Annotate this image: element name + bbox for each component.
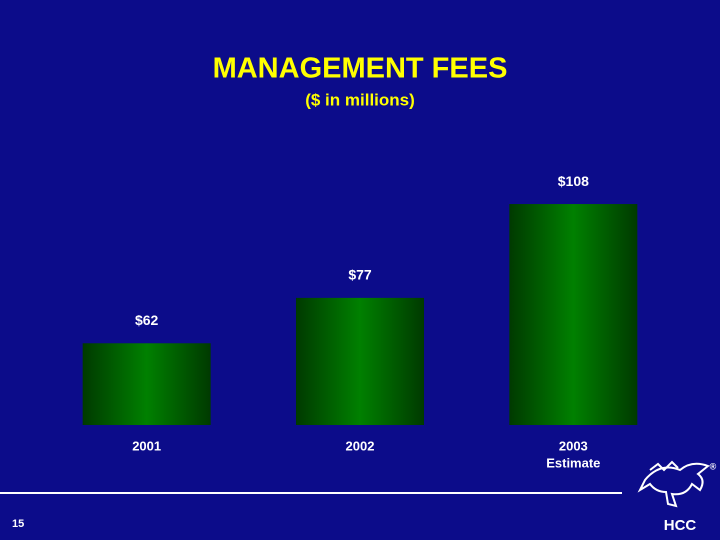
x-tick-label: 2001 [132, 438, 161, 453]
logo-text: HCC [664, 517, 697, 534]
value-label: $77 [348, 267, 372, 283]
chart-subtitle: ($ in millions) [305, 90, 415, 109]
page-number: 15 [12, 518, 24, 530]
bar [82, 343, 211, 425]
registered-mark: ® [710, 461, 717, 471]
chart-title: MANAGEMENT FEES [213, 53, 508, 85]
logo [637, 460, 710, 508]
value-label: $108 [558, 173, 589, 189]
bar [296, 297, 424, 425]
bar [509, 204, 638, 425]
x-tick-note: Estimate [546, 455, 600, 470]
x-tick-label: 2003 [559, 438, 588, 453]
value-label: $62 [135, 312, 159, 328]
x-tick-label: 2002 [346, 438, 375, 453]
